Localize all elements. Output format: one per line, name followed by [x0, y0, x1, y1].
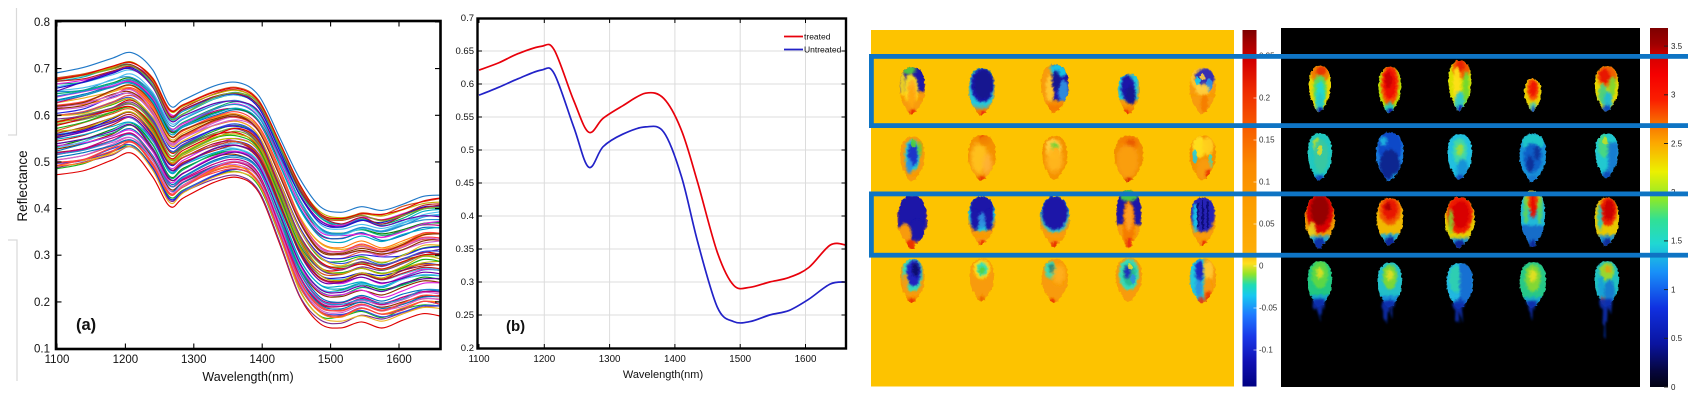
svg-text:-0.05: -0.05: [1259, 304, 1278, 313]
svg-text:0.45: 0.45: [456, 178, 475, 189]
svg-text:1500: 1500: [318, 354, 344, 366]
svg-text:0.4: 0.4: [34, 204, 51, 216]
svg-text:3.5: 3.5: [1671, 42, 1683, 51]
svg-text:0.5: 0.5: [461, 145, 474, 156]
svg-text:3: 3: [1671, 91, 1676, 100]
svg-text:0.25: 0.25: [456, 310, 475, 321]
svg-text:1200: 1200: [113, 354, 139, 366]
svg-text:1300: 1300: [599, 354, 621, 365]
svg-text:0.2: 0.2: [461, 343, 474, 354]
svg-text:0.35: 0.35: [456, 244, 475, 255]
svg-text:1400: 1400: [249, 354, 275, 366]
svg-text:1.5: 1.5: [1671, 237, 1683, 246]
svg-text:0.65: 0.65: [456, 46, 475, 57]
svg-text:0.2: 0.2: [1259, 94, 1271, 103]
svg-text:Untreated: Untreated: [804, 45, 842, 55]
svg-text:(a): (a): [76, 316, 96, 334]
svg-text:0.1: 0.1: [1259, 178, 1271, 187]
svg-text:0.55: 0.55: [456, 112, 475, 123]
svg-text:2.5: 2.5: [1671, 139, 1683, 148]
svg-text:1400: 1400: [664, 354, 686, 365]
svg-text:1300: 1300: [181, 354, 207, 366]
svg-text:0.2: 0.2: [34, 297, 50, 309]
svg-text:0.5: 0.5: [34, 157, 50, 169]
svg-text:0: 0: [1671, 383, 1676, 392]
svg-text:Wavelength(nm): Wavelength(nm): [202, 370, 293, 384]
svg-text:0.1: 0.1: [34, 344, 50, 356]
svg-text:0.8: 0.8: [34, 17, 50, 29]
svg-text:(b): (b): [506, 318, 525, 335]
svg-text:1: 1: [1671, 285, 1676, 294]
svg-text:0.6: 0.6: [34, 110, 50, 122]
svg-text:1200: 1200: [533, 354, 555, 365]
svg-text:0.15: 0.15: [1259, 136, 1275, 145]
svg-text:0.7: 0.7: [34, 64, 50, 76]
svg-text:1100: 1100: [468, 354, 490, 365]
svg-text:0.5: 0.5: [1671, 334, 1683, 343]
svg-text:0.3: 0.3: [34, 250, 50, 262]
svg-text:1600: 1600: [795, 354, 817, 365]
svg-text:0: 0: [1259, 262, 1264, 271]
svg-text:Wavelength(nm): Wavelength(nm): [623, 369, 703, 381]
svg-text:treated: treated: [804, 32, 831, 42]
svg-text:-0.1: -0.1: [1259, 346, 1273, 355]
svg-text:0.4: 0.4: [461, 211, 474, 222]
svg-text:1500: 1500: [729, 354, 751, 365]
svg-text:1100: 1100: [45, 354, 70, 366]
svg-text:0.05: 0.05: [1259, 220, 1275, 229]
svg-text:0.7: 0.7: [461, 13, 474, 24]
svg-text:1600: 1600: [386, 354, 412, 366]
svg-text:0.6: 0.6: [461, 79, 474, 90]
svg-text:Reflectance: Reflectance: [15, 150, 30, 221]
svg-text:0.3: 0.3: [461, 277, 474, 288]
